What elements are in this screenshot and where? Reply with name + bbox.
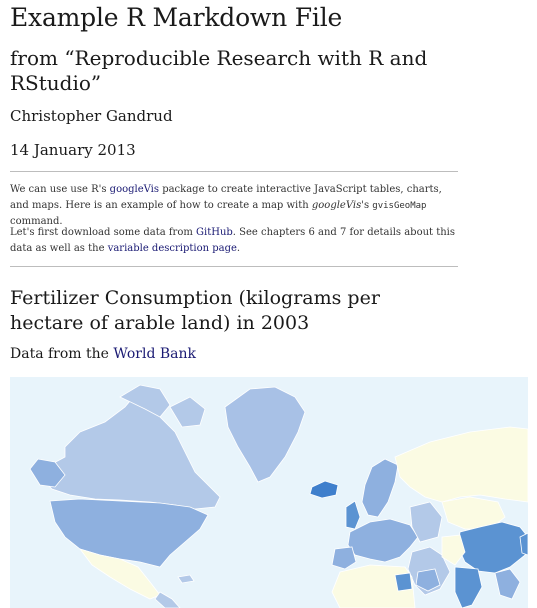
text-span: . See chapters 6 and 7 for details about… — [10, 227, 456, 254]
region-usa[interactable] — [49, 498, 209, 568]
region-india[interactable] — [454, 566, 483, 608]
publication-date: 14 January 2013 — [10, 141, 136, 159]
region-japan[interactable] — [519, 532, 528, 556]
region-iceland[interactable] — [309, 480, 339, 499]
region-saudi-arabia[interactable] — [415, 568, 441, 592]
text-span: 's — [361, 200, 373, 211]
data-source: Data from the World Bank — [10, 344, 196, 364]
page-subtitle: from “Reproducible Research with R and R… — [10, 46, 428, 95]
region-scandinavia[interactable] — [361, 458, 399, 518]
region-alaska[interactable] — [29, 458, 66, 488]
github-link[interactable]: GitHub — [196, 227, 233, 238]
region-arctic-islands-2[interactable] — [169, 396, 206, 428]
divider — [10, 266, 458, 267]
region-eastern-europe[interactable] — [409, 501, 443, 543]
region-greenland[interactable] — [224, 386, 306, 483]
geo-map[interactable] — [10, 377, 528, 608]
region-russia[interactable] — [394, 426, 528, 503]
italic-text: googleVis — [311, 200, 362, 211]
text-span: command. — [10, 216, 63, 227]
region-arctic-islands[interactable] — [119, 384, 171, 418]
world-bank-link[interactable]: World Bank — [113, 346, 196, 362]
region-uk[interactable] — [345, 500, 361, 530]
world-map-svg[interactable] — [10, 377, 528, 608]
region-central-america[interactable] — [154, 591, 181, 608]
region-china[interactable] — [457, 521, 528, 574]
region-iran[interactable] — [441, 534, 466, 566]
variable-description-link[interactable]: variable description page — [107, 243, 237, 254]
text-span: Data from the — [10, 346, 114, 362]
region-caribbean[interactable] — [177, 574, 195, 584]
region-egypt[interactable] — [394, 572, 413, 592]
inline-code: gvisGeoMap — [372, 201, 427, 211]
text-span: We can use use R's — [10, 184, 110, 195]
text-span: Let's first download some data from — [10, 227, 197, 238]
section-heading: Fertilizer Consumption (kilograms per he… — [10, 287, 380, 334]
text-span: package to create interactive JavaScript… — [10, 184, 442, 211]
googlevis-link[interactable]: googleVis — [109, 184, 160, 195]
region-iberia[interactable] — [331, 546, 357, 570]
author-name: Christopher Gandrud — [10, 107, 173, 125]
intro-paragraph-2: Let's first download some data from GitH… — [10, 225, 458, 257]
divider — [10, 171, 458, 172]
region-southeast-asia[interactable] — [494, 568, 521, 600]
intro-paragraph-1: We can use use R's googleVis package to … — [10, 182, 458, 230]
region-north-africa[interactable] — [331, 564, 416, 608]
page-title: Example R Markdown File — [10, 3, 343, 32]
text-span: . — [236, 243, 241, 254]
